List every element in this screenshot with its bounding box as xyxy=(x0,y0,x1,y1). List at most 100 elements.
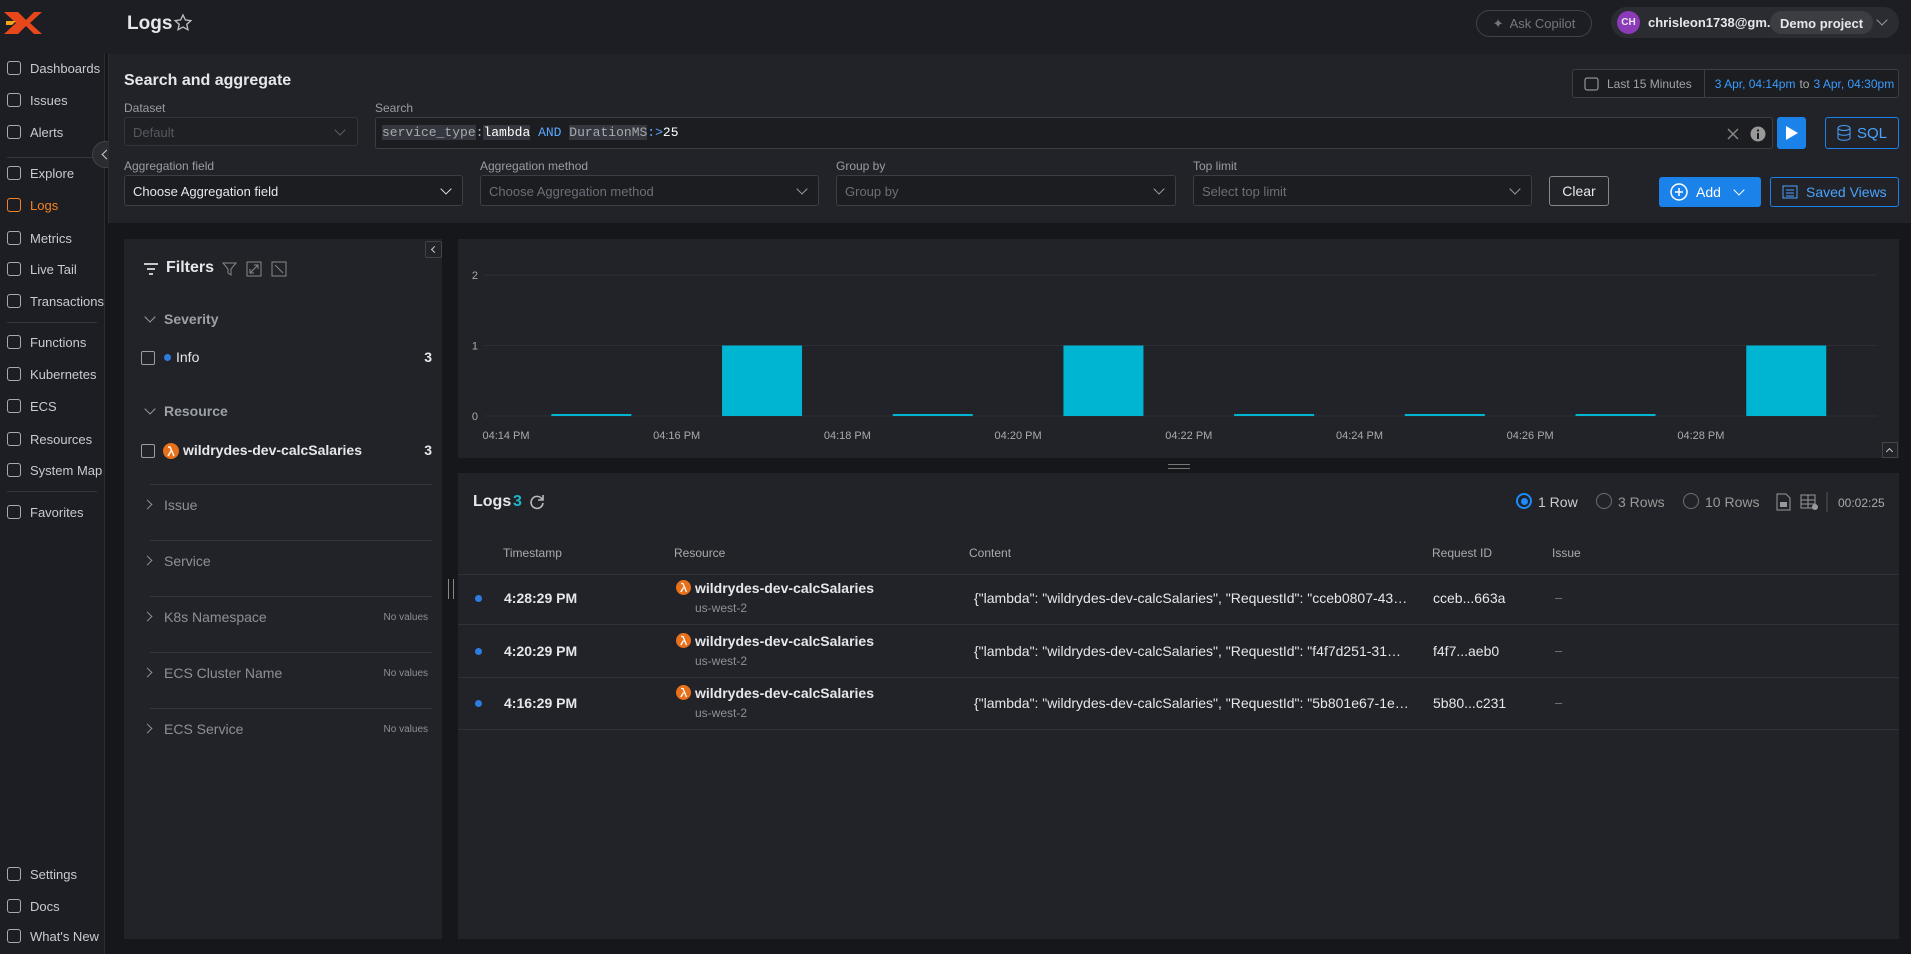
nav-label: Favorites xyxy=(30,504,84,520)
nav-item[interactable]: Issues xyxy=(0,89,105,111)
radio[interactable] xyxy=(1596,493,1612,509)
y-tick-label: 2 xyxy=(472,270,478,282)
info-icon[interactable] xyxy=(1749,125,1767,143)
bar xyxy=(1404,414,1485,416)
filter-group[interactable]: ECS Cluster Name xyxy=(164,665,283,681)
checkbox[interactable] xyxy=(141,351,155,365)
nav-item[interactable]: System Map xyxy=(0,459,105,481)
aggregation-field-select[interactable]: Choose Aggregation field xyxy=(124,175,463,206)
row-divider xyxy=(458,676,1899,678)
add-button[interactable]: Add xyxy=(1659,177,1761,207)
filter-group[interactable]: ECS Service xyxy=(164,721,244,737)
filter-group[interactable]: Resource xyxy=(164,403,228,419)
aggregation-method-select[interactable]: Choose Aggregation method xyxy=(480,175,819,206)
separator xyxy=(150,596,432,597)
x-tick-label: 04:26 PM xyxy=(1507,430,1554,442)
clear-query[interactable] xyxy=(1725,126,1741,142)
search-input[interactable]: service_type:lambda AND DurationMS:>25 xyxy=(375,117,1773,149)
query-token: AND xyxy=(538,125,562,140)
nav-item[interactable]: Settings xyxy=(0,863,105,885)
chart-panel: 0 1 2 04:14 PM 04:16 PM 04:18 PM 04:20 PM 04:22… xyxy=(458,239,1899,458)
dataset-select[interactable]: Default xyxy=(124,117,358,146)
radio[interactable] xyxy=(1516,493,1532,509)
nav-label: Kubernetes xyxy=(30,366,97,382)
radio[interactable] xyxy=(1683,493,1699,509)
nav-item[interactable]: Metrics xyxy=(0,227,105,249)
histogram: 0 1 2 04:14 PM 04:16 PM 04:18 PM 04:20 PM 04:22… xyxy=(472,270,1877,442)
nav-item[interactable]: Docs xyxy=(0,895,105,917)
nav-item[interactable]: ECS xyxy=(0,395,105,417)
query-token: : xyxy=(475,125,484,140)
checkbox[interactable] xyxy=(141,444,155,458)
request-id: f4f7...aeb0 xyxy=(1433,642,1500,659)
row-option[interactable]: 10 Rows xyxy=(1705,494,1760,510)
collapse-chart[interactable] xyxy=(1882,442,1898,458)
request-id: cceb...663a xyxy=(1433,590,1506,606)
row-option[interactable]: 3 Rows xyxy=(1618,494,1665,510)
user-menu[interactable]: CH chrisleon1738@gm... Demo project xyxy=(1611,7,1899,38)
ask-copilot[interactable]: ✦ Ask Copilot xyxy=(1476,10,1592,37)
top-bar xyxy=(0,0,1911,54)
query-token: lambda xyxy=(483,125,531,140)
filters-panel: Filters Severity Info 3 Resource wildryd… xyxy=(124,239,442,939)
expand-icon xyxy=(144,311,156,323)
drag-handle[interactable] xyxy=(1168,464,1190,469)
filter-count: 3 xyxy=(424,442,432,458)
query-token: service_type xyxy=(382,125,476,140)
filter-group[interactable]: Service xyxy=(164,553,211,569)
saved-views-button[interactable]: Saved Views xyxy=(1770,177,1899,207)
nav-item[interactable]: Resources xyxy=(0,428,105,450)
separator xyxy=(7,157,97,158)
filter-tools[interactable] xyxy=(221,260,293,278)
expand-icon xyxy=(142,499,153,510)
no-values: No values xyxy=(383,724,428,735)
row-option[interactable]: 1 Row xyxy=(1538,494,1578,510)
filter-group[interactable]: Issue xyxy=(164,497,198,513)
nav-item[interactable]: Live Tail xyxy=(0,258,105,280)
nav-item[interactable]: Favorites xyxy=(0,501,105,523)
favorite-star[interactable] xyxy=(173,13,193,33)
field-label: Aggregation field xyxy=(124,159,215,173)
x-tick-label: 04:24 PM xyxy=(1336,430,1383,442)
separator xyxy=(150,652,432,653)
resize-handle[interactable] xyxy=(448,579,454,599)
nav-item[interactable]: Alerts xyxy=(0,121,105,143)
group-by-select[interactable]: Group by xyxy=(836,175,1176,206)
saved-views-label: Saved Views xyxy=(1806,184,1887,200)
refresh[interactable] xyxy=(528,493,546,511)
bar xyxy=(1575,414,1656,416)
logs-title: Logs xyxy=(473,493,512,510)
sidebar xyxy=(0,54,105,954)
nav-item[interactable]: What's New xyxy=(0,925,105,947)
lambda-icon xyxy=(676,685,691,700)
sql-button[interactable]: SQL xyxy=(1825,117,1899,149)
table-tools[interactable] xyxy=(1775,492,1831,512)
nav-item[interactable]: Functions xyxy=(0,331,105,353)
filter-group[interactable]: K8s Namespace xyxy=(164,609,267,625)
top-limit-select[interactable]: Select top limit xyxy=(1193,175,1532,206)
nav-item[interactable]: Logs xyxy=(0,194,105,216)
bar xyxy=(551,414,632,416)
request-id: 5b80...c231 xyxy=(1433,695,1507,711)
row-divider xyxy=(458,729,1899,730)
issue: – xyxy=(1555,642,1563,658)
collapse-filters[interactable] xyxy=(425,241,442,258)
expand-icon xyxy=(142,611,153,622)
nav-item[interactable]: Explore xyxy=(0,162,105,184)
log-content: {"lambda": "wildrydes-dev-calcSalaries",… xyxy=(974,695,1409,711)
query-token: DurationMS xyxy=(569,125,648,140)
separator xyxy=(150,540,432,541)
clear-button[interactable]: Clear xyxy=(1549,176,1609,206)
nav-item[interactable]: Kubernetes xyxy=(0,363,105,385)
placeholder: Default xyxy=(133,125,175,140)
logs-count: 3 xyxy=(513,493,522,510)
nav-item[interactable]: Dashboards xyxy=(0,57,105,79)
nav-label: Docs xyxy=(30,898,60,914)
filter-group[interactable]: Severity xyxy=(164,311,219,327)
log-content: {"lambda": "wildrydes-dev-calcSalaries",… xyxy=(974,590,1408,606)
time-range[interactable]: Last 15 Minutes 3 Apr, 04:14pm to 3 Apr,… xyxy=(1572,69,1899,98)
run-button[interactable] xyxy=(1777,117,1806,149)
y-tick-label: 1 xyxy=(472,341,478,353)
filter-item: Info xyxy=(176,349,200,365)
nav-item[interactable]: Transactions xyxy=(0,290,105,312)
